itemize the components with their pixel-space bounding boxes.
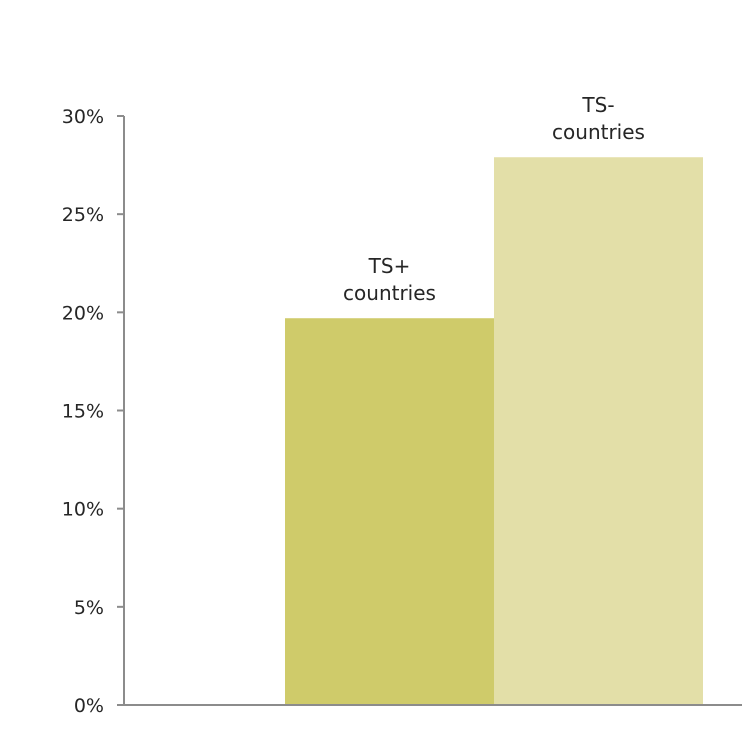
y-tick-label: 30% [62,106,104,128]
bar-label-1: TS+ countries [343,254,436,305]
y-tick-label: 20% [62,302,104,324]
bar-label-2: TS-countries [552,93,645,144]
bar-1 [285,318,494,705]
bar-label-line: countries [552,120,645,144]
y-ticks: 0% 5% 10% 15% 20% 25% 30% [62,106,124,717]
y-tick-label: 5% [74,597,104,619]
y-tick-label: 15% [62,401,104,423]
y-tick-label: 10% [62,499,104,521]
bars-layer [285,157,703,706]
bar-label-line: TS- [581,93,614,117]
bar-label-line: TS+ [368,254,411,278]
bar-2 [494,157,703,706]
y-tick-label: 25% [62,204,104,226]
bar-label-line: countries [343,281,436,305]
y-tick-label: 0% [74,695,104,717]
